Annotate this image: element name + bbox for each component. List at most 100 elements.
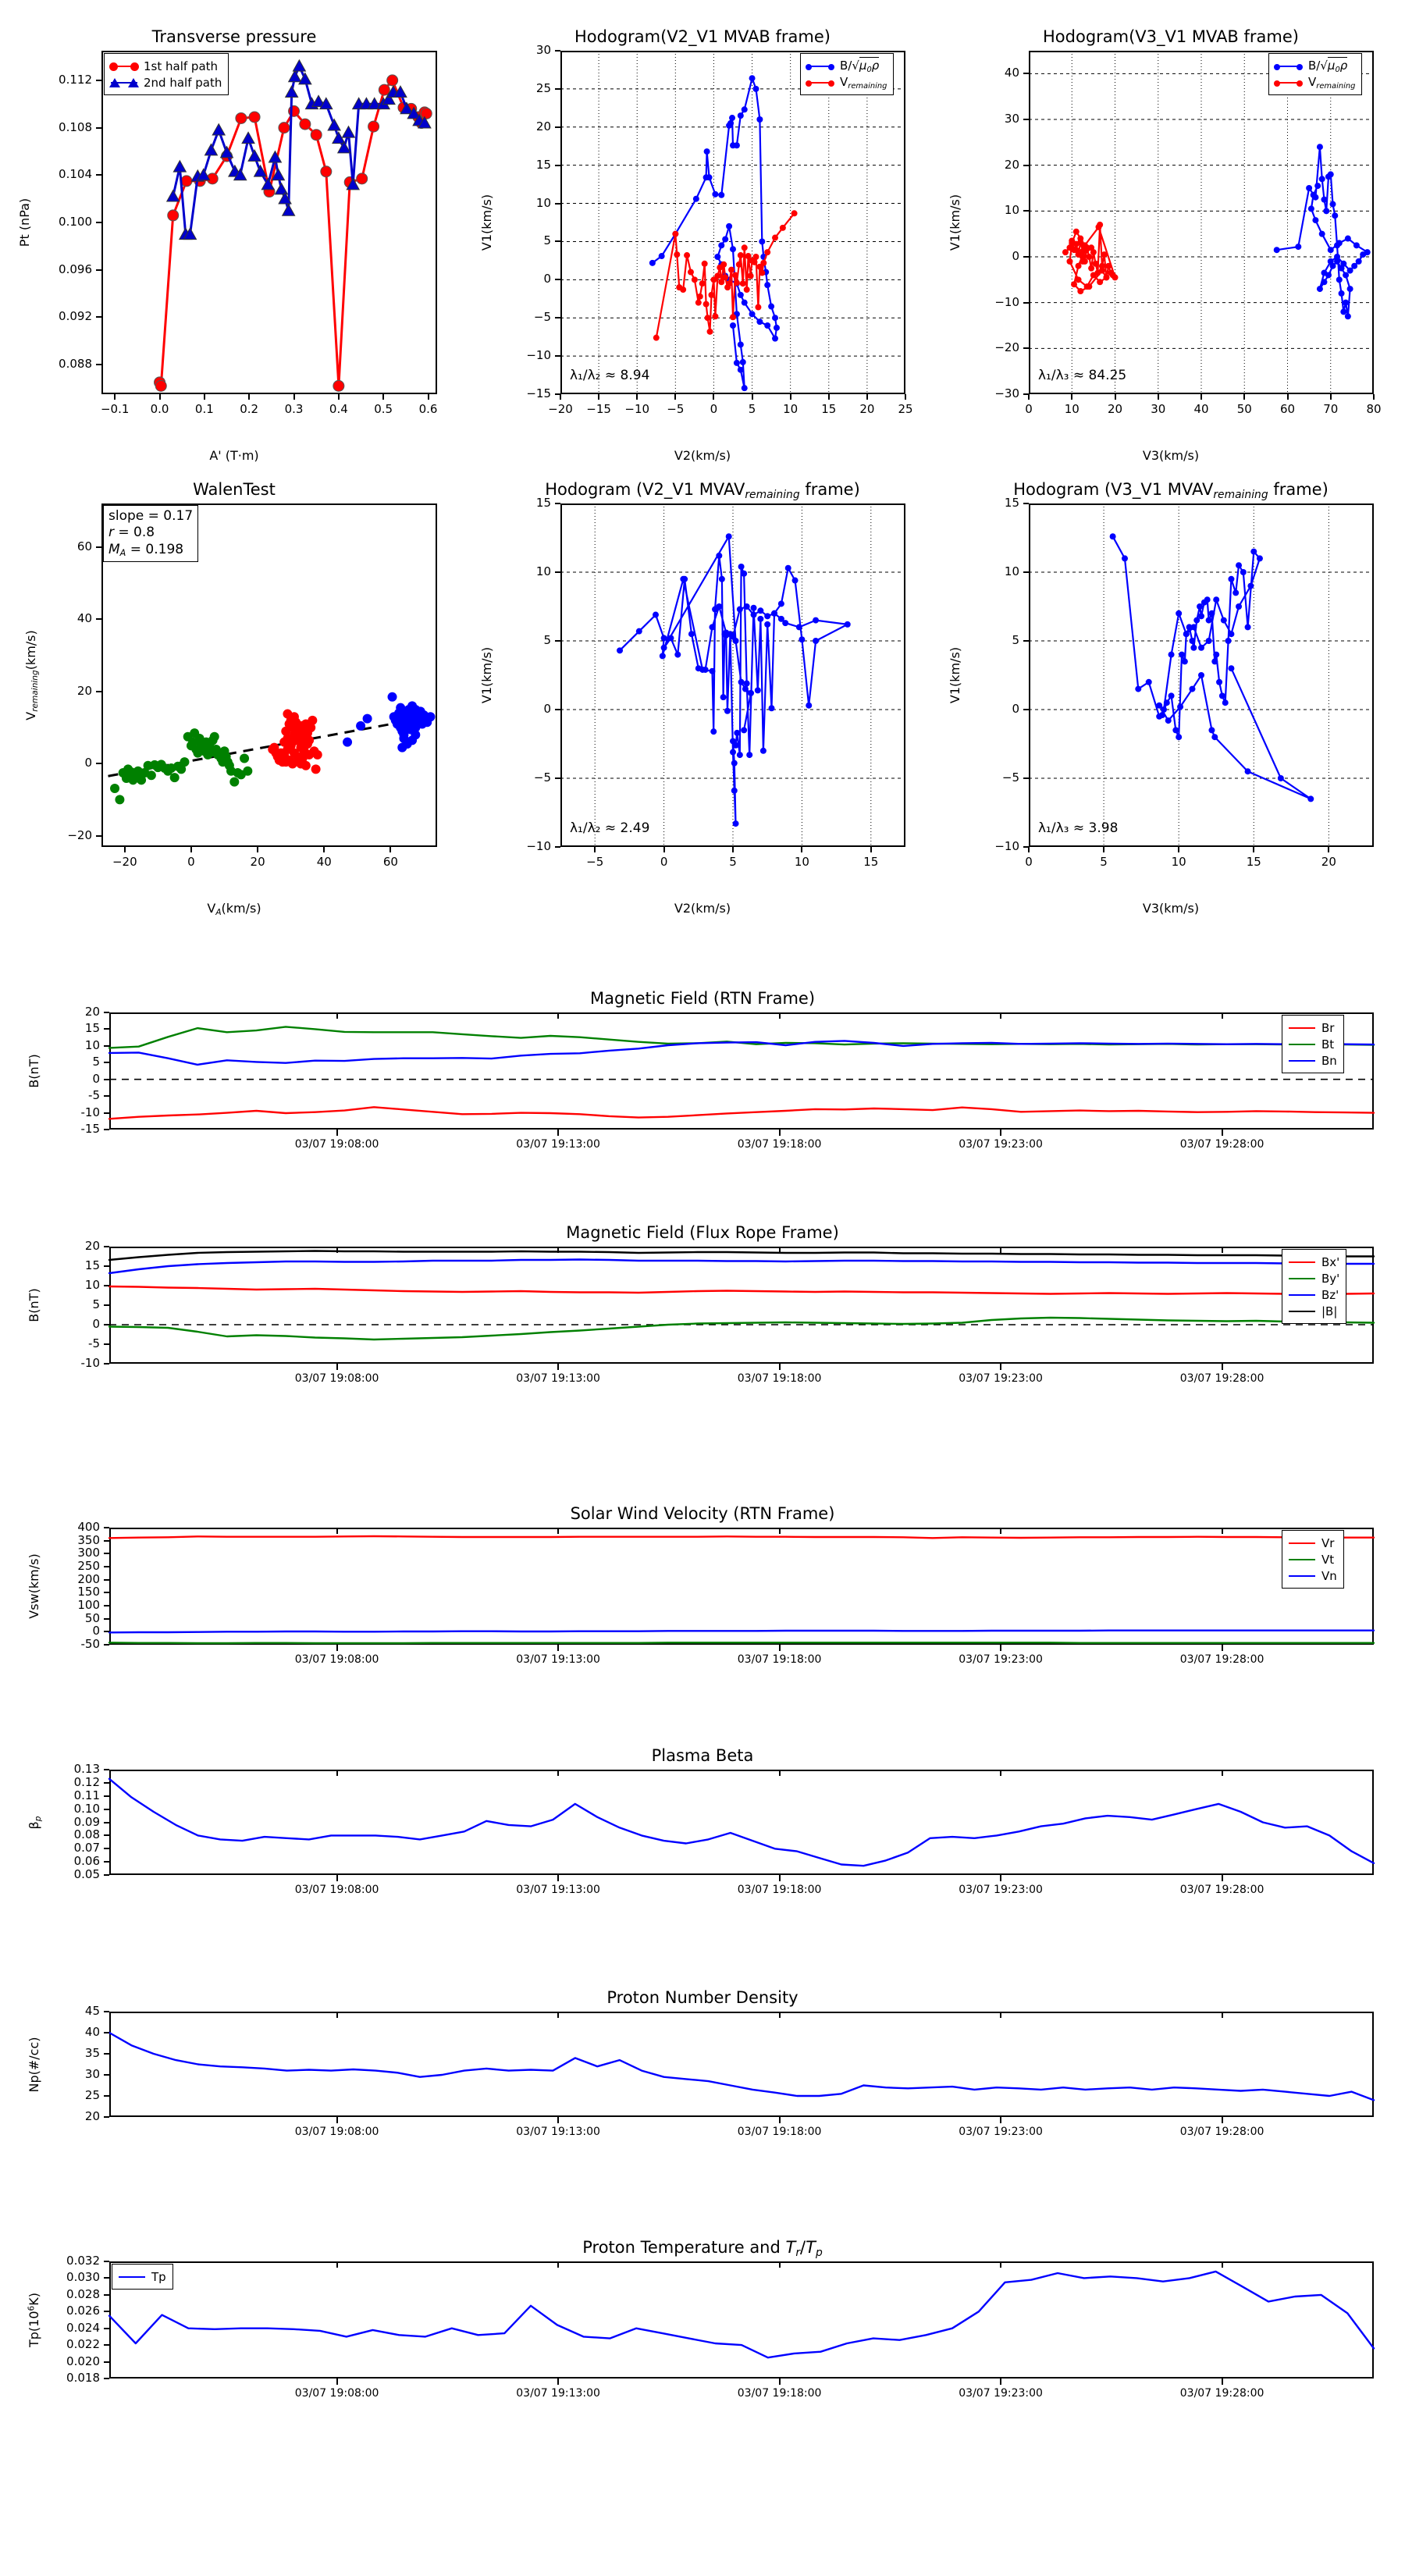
- xtick-label: 03/07 19:28:00: [1179, 1884, 1264, 1896]
- xtick-mark: [1000, 1645, 1002, 1651]
- legend-item[interactable]: Bn: [1289, 1052, 1337, 1069]
- ytick-label: -5: [88, 1336, 100, 1350]
- ytick-mark: [555, 279, 560, 281]
- panel-title-walen-test: WalenTest: [193, 480, 276, 499]
- plot-canvas-proton-temperature: [108, 2270, 1375, 2359]
- legend-item[interactable]: Br: [1289, 1019, 1337, 1036]
- panel-title-proton-number-density: Proton Number Density: [606, 1988, 799, 2007]
- xtick-mark: [203, 394, 205, 400]
- ytick-label: −10: [526, 348, 551, 363]
- xtick-mark: [1071, 394, 1073, 400]
- ytick-mark: [555, 393, 560, 395]
- ytick-label: 0: [84, 756, 92, 770]
- xtick-mark: [1000, 2117, 1002, 2123]
- legend-item[interactable]: Bt: [1289, 1036, 1337, 1052]
- xtick-label: 0.3: [284, 402, 304, 416]
- xtick-mark: [1221, 1364, 1223, 1370]
- legend-item[interactable]: Vremaining: [1274, 74, 1356, 91]
- xtick-mark: [337, 394, 340, 400]
- plot-area-plasma-beta: [109, 1770, 1374, 1875]
- legend-hodogram-v2v1-mvab: B/√μ0ρ Vremaining: [800, 53, 895, 95]
- ytick-mark: [555, 164, 560, 166]
- legend-item[interactable]: B/√μ0ρ: [806, 56, 887, 74]
- ytick-mark: [1023, 347, 1029, 350]
- xtick-mark: [557, 1645, 560, 1651]
- ytick-mark: [104, 1527, 109, 1528]
- xtick-mark: [1373, 394, 1375, 400]
- xtick-label: 03/07 19:28:00: [1179, 2387, 1264, 2400]
- legend-item[interactable]: Vt: [1289, 1551, 1337, 1567]
- ytick-mark: [104, 2378, 109, 2379]
- plot-area-solar-wind-velocity: [109, 1528, 1374, 1645]
- xtick-label: 03/07 19:23:00: [959, 2387, 1043, 2400]
- ytick-mark: [104, 2261, 109, 2262]
- ytick-mark: [104, 1578, 109, 1581]
- xtick-mark-top: [336, 2012, 338, 2018]
- xtick-mark-top: [557, 1247, 560, 1253]
- xaxis-label-hodogram-v3v1-mvab: V3(km/s): [1142, 448, 1200, 463]
- legend-item[interactable]: Vn: [1289, 1567, 1337, 1584]
- yaxis-label-hodogram-v3v1-mvav: V1(km/s): [948, 646, 962, 704]
- legend-label: Bt: [1321, 1037, 1335, 1051]
- legend-item[interactable]: By': [1289, 1270, 1339, 1286]
- xtick-label: −10: [624, 402, 650, 416]
- panel-title-mag-field-fluxrope: Magnetic Field (Flux Rope Frame): [566, 1223, 839, 1242]
- ytick-label: −15: [526, 386, 551, 400]
- xtick-label: 20: [250, 855, 265, 869]
- legend-item[interactable]: Vr: [1289, 1535, 1337, 1551]
- ytick-label: 5: [543, 233, 551, 248]
- ytick-label: 10: [84, 1037, 100, 1052]
- legend-line-swatch: [109, 62, 139, 71]
- ytick-mark: [104, 1265, 109, 1267]
- legend-item[interactable]: Bz': [1289, 1286, 1339, 1303]
- legend-item[interactable]: 1st half path: [109, 58, 222, 74]
- xtick-mark: [336, 1875, 338, 1881]
- ytick-mark: [104, 1821, 109, 1823]
- yaxis-label-walen-test: Vremaining(km/s): [23, 630, 40, 720]
- ytick-mark: [555, 317, 560, 319]
- legend-item[interactable]: |B|: [1289, 1303, 1339, 1319]
- xtick-label: 20: [859, 402, 875, 416]
- xtick-mark: [663, 847, 665, 852]
- ytick-label: 0.05: [73, 1867, 100, 1881]
- plot-canvas-hodogram-v3v1-mvav: [1029, 503, 1374, 847]
- xtick-label: 60: [1279, 402, 1296, 416]
- ytick-mark: [104, 2074, 109, 2076]
- legend-label: Vn: [1321, 1568, 1337, 1583]
- ytick-label: 35: [84, 2046, 100, 2060]
- xtick-mark: [336, 2379, 338, 2385]
- xtick-mark: [1178, 847, 1180, 852]
- walen-r: r = 0.8: [108, 525, 155, 541]
- ytick-mark: [96, 126, 101, 129]
- xtick-mark: [190, 847, 192, 852]
- ytick-label: 20: [76, 683, 92, 698]
- xtick-mark-top: [336, 1528, 338, 1534]
- legend-label: Vremaining: [1308, 74, 1356, 91]
- ytick-label: 0: [1012, 249, 1019, 263]
- eigen-ratio-annotation: λ₁/λ₂ ≈ 2.49: [570, 820, 650, 836]
- xtick-mark: [1329, 394, 1332, 400]
- legend-item[interactable]: Vremaining: [806, 74, 887, 91]
- legend-item[interactable]: Tp: [119, 2268, 166, 2285]
- ytick-mark: [104, 1539, 109, 1542]
- xtick-label: 03/07 19:08:00: [294, 2126, 379, 2138]
- plot-area-proton-number-density: [109, 2012, 1374, 2117]
- panel-title-hodogram-v3v1-mvab: Hodogram(V3_V1 MVAB frame): [1043, 27, 1299, 46]
- xtick-mark: [1000, 1130, 1002, 1136]
- xtick-mark-top: [1000, 1528, 1002, 1534]
- legend-item[interactable]: B/√μ0ρ: [1274, 56, 1355, 74]
- xtick-mark-top: [336, 1770, 338, 1776]
- xtick-mark: [1286, 394, 1289, 400]
- xtick-label: 03/07 19:23:00: [959, 1884, 1043, 1896]
- xtick-mark: [870, 847, 872, 852]
- ytick-label: 25: [535, 80, 551, 95]
- ytick-label: −10: [526, 839, 551, 853]
- xtick-mark-top: [1221, 2261, 1223, 2268]
- ytick-label: 30: [84, 2067, 100, 2081]
- xtick-mark: [336, 2117, 338, 2123]
- ytick-mark: [1023, 210, 1029, 212]
- legend-item[interactable]: 2nd half path: [109, 74, 222, 91]
- legend-item[interactable]: Bx': [1289, 1254, 1339, 1270]
- legend-line-swatch: [119, 2275, 145, 2278]
- xtick-mark: [557, 1130, 560, 1136]
